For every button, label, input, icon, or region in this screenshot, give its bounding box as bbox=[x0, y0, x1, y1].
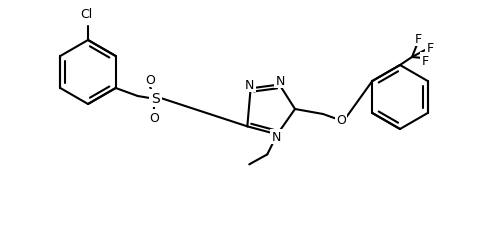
Text: O: O bbox=[145, 73, 154, 86]
Text: N: N bbox=[245, 79, 254, 91]
Text: N: N bbox=[276, 75, 285, 88]
Text: S: S bbox=[152, 92, 160, 106]
Text: Cl: Cl bbox=[80, 8, 92, 21]
Text: O: O bbox=[336, 113, 346, 126]
Text: F: F bbox=[414, 32, 422, 45]
Text: F: F bbox=[426, 41, 434, 54]
Text: N: N bbox=[272, 130, 281, 143]
Text: F: F bbox=[422, 54, 428, 67]
Text: O: O bbox=[149, 111, 158, 124]
